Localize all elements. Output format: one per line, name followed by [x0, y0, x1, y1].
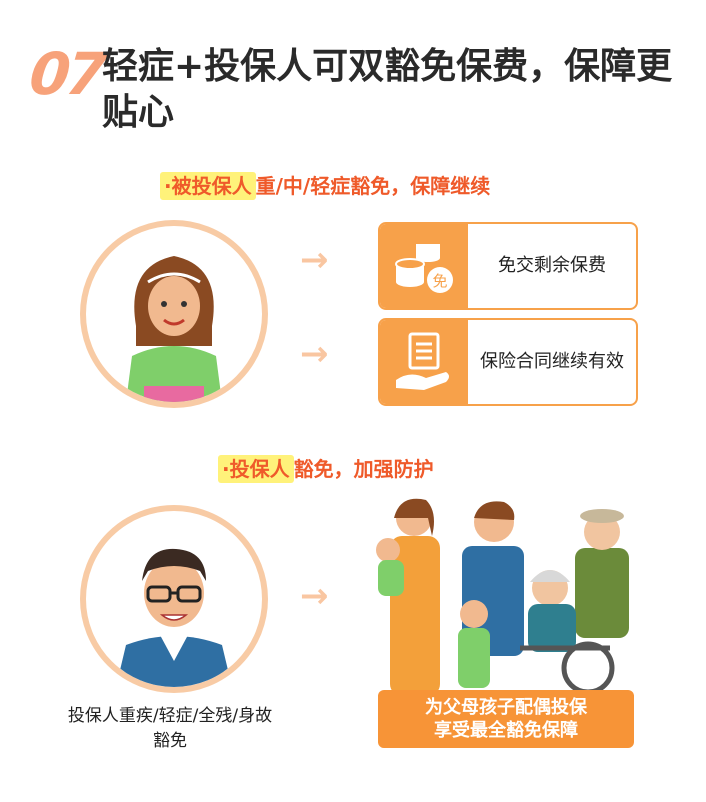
family-illustration	[370, 488, 640, 698]
section2-rest: 豁免，加强防护	[293, 457, 434, 481]
arrow-right-icon: →	[300, 334, 329, 374]
benefit-card-exempt: 免 免交剩余保费	[378, 222, 638, 310]
banner-line1: 为父母孩子配偶投保	[425, 697, 587, 718]
exempt-badge: 免	[432, 272, 447, 290]
section1-rest: 重/中/轻症豁免，保障继续	[255, 174, 491, 198]
coins-exempt-icon: 免	[380, 224, 468, 308]
section1-highlight: ·被投保人	[160, 172, 256, 200]
banner-line2: 享受最全豁免保障	[434, 720, 578, 741]
contract-hand-icon	[380, 320, 468, 404]
arrow-right-icon: →	[300, 576, 329, 616]
section-number: 07	[26, 40, 107, 108]
benefit-card-contract: 保险合同继续有效	[378, 318, 638, 406]
page-title: 轻症+投保人可双豁免保费，保障更贴心	[102, 46, 673, 133]
girl-avatar	[80, 220, 268, 408]
benefit-label: 保险合同继续有效	[480, 351, 624, 372]
benefit-label: 免交剩余保费	[498, 255, 606, 276]
man-avatar	[80, 505, 268, 693]
section2-highlight: ·投保人	[218, 455, 294, 483]
arrow-right-icon: →	[300, 240, 329, 280]
family-benefit-banner: 为父母孩子配偶投保 享受最全豁免保障	[378, 690, 634, 748]
section1-heading: ·被投保人 重/中/轻症豁免，保障继续	[160, 170, 491, 200]
insured-events-caption: 投保人重疾/轻症/全残/身故豁免	[67, 706, 273, 751]
section2-heading: ·投保人 豁免，加强防护	[218, 453, 434, 483]
